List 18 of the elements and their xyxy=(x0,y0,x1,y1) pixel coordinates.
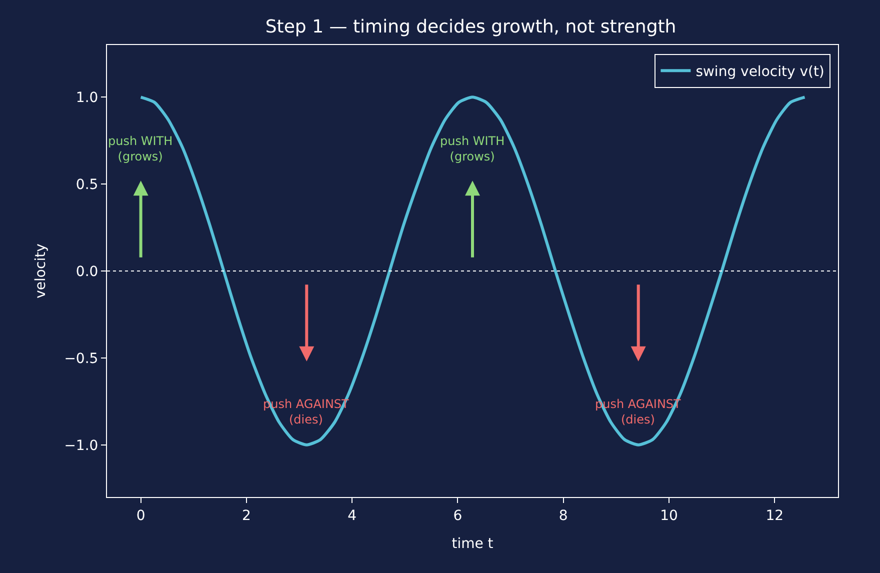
chart-title: Step 1 — timing decides growth, not strength xyxy=(265,16,676,38)
y-axis-title: velocity xyxy=(32,244,49,298)
x-axis-title: time t xyxy=(452,536,494,552)
annotation: push WITH (grows) xyxy=(440,134,505,164)
y-tick-label: 0.5 xyxy=(76,176,98,193)
x-tick-label: 6 xyxy=(453,508,462,524)
y-tick-label: −1.0 xyxy=(64,438,98,454)
x-tick-label: 10 xyxy=(660,508,678,524)
x-tick-label: 4 xyxy=(348,508,357,524)
x-tick-label: 8 xyxy=(558,508,568,524)
y-tick-label: −0.5 xyxy=(64,350,98,367)
y-tick-label: 1.0 xyxy=(76,90,98,106)
y-tick-label: 0.0 xyxy=(76,264,98,280)
legend-label: swing velocity v(t) xyxy=(696,64,824,80)
x-tick-label: 0 xyxy=(136,508,146,524)
x-tick-label: 12 xyxy=(766,508,784,524)
x-tick-label: 2 xyxy=(242,508,251,524)
annotation: push WITH (grows) xyxy=(108,134,173,164)
